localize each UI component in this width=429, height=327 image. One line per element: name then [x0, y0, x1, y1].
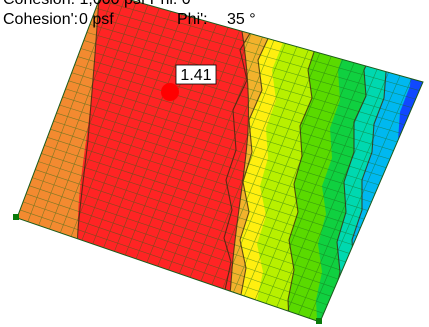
mesh-line [243, 59, 344, 297]
phi-value: 35 ° [227, 11, 256, 28]
mesh-line [26, 193, 332, 297]
mesh-line [53, 120, 365, 220]
factor-of-safety-label: 1.41 [180, 67, 211, 84]
mesh-line [29, 185, 335, 288]
contour-band-red [77, 0, 249, 322]
grid-corner-marker-bottom [316, 318, 322, 324]
mesh-line [308, 78, 412, 319]
mesh-line [50, 128, 361, 229]
grid-corner-marker-left [13, 214, 19, 220]
mesh-line [287, 72, 389, 311]
mesh-line [233, 56, 332, 293]
cohesion-label: Cohesion': [3, 11, 78, 28]
mesh-line [189, 43, 286, 278]
mesh-line [59, 104, 372, 203]
mesh-line [56, 112, 368, 211]
mesh-line [19, 209, 324, 314]
mesh-line [41, 153, 350, 254]
mesh-line [38, 161, 346, 263]
cohesion-value: 0 psf [79, 11, 114, 28]
factor-of-safety-box [175, 64, 217, 85]
phi-label: Phi': [177, 11, 208, 28]
mesh-line [222, 52, 321, 289]
mesh-line [22, 201, 328, 306]
mesh-line [44, 145, 354, 246]
mesh-line [47, 136, 357, 237]
mesh-line [32, 177, 339, 280]
material-top-cut-text: Cohesion: 1,000 psf Phi: 0 [3, 0, 191, 8]
mesh-line [254, 62, 355, 300]
mesh-line [179, 40, 275, 274]
critical-center-marker [161, 83, 179, 101]
mesh-line [211, 49, 309, 285]
mesh-line [298, 75, 401, 315]
mesh-line [265, 65, 366, 304]
